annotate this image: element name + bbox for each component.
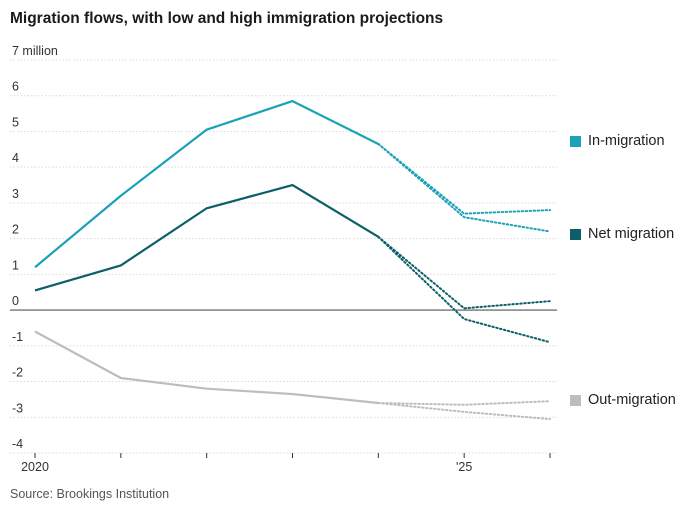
legend-swatch-out-migration	[570, 394, 581, 406]
y-tick-label: 5	[12, 115, 19, 129]
legend-swatch-in-migration	[570, 135, 581, 147]
legend-out-migration: Out-migration	[570, 392, 676, 408]
in-migration-line	[34, 99, 379, 269]
y-tick-label: 2	[12, 223, 19, 237]
out-migration-line	[34, 330, 379, 405]
y-tick-label: 3	[12, 187, 19, 201]
source-note: Source: Brookings Institution	[10, 487, 170, 501]
y-tick-label: 6	[12, 80, 19, 94]
legend-label-in-migration: In-migration	[588, 133, 665, 149]
net-migration-projection-low-line	[377, 235, 551, 344]
legend-swatch-net-migration	[570, 228, 581, 240]
legend-net-migration: Net migration	[570, 226, 674, 242]
y-tick-label: 4	[12, 151, 19, 165]
chart-title: Migration flows, with low and high immig…	[10, 10, 444, 27]
x-tick-label: '25	[456, 460, 472, 474]
y-tick-label: 7 million	[12, 44, 58, 58]
net-migration-line	[34, 183, 379, 292]
y-tick-label: -4	[12, 437, 23, 451]
legend-in-migration: In-migration	[570, 133, 665, 149]
legend-label-out-migration: Out-migration	[588, 392, 676, 408]
in-migration-projection-low-line	[377, 142, 551, 233]
in-migration-projection-high-line	[377, 142, 551, 215]
out-migration-projection-low-line	[377, 401, 551, 421]
y-tick-label: 1	[12, 258, 19, 272]
y-tick-label: -2	[12, 366, 23, 380]
y-tick-label: -1	[12, 330, 23, 344]
out-migration-projection-high-line	[377, 400, 551, 406]
legend-label-net-migration: Net migration	[588, 226, 675, 242]
x-tick-label: 2020	[21, 460, 49, 474]
y-tick-label: -3	[12, 401, 23, 415]
y-tick-label: 0	[12, 294, 19, 308]
net-migration-projection-high-line	[377, 235, 551, 310]
